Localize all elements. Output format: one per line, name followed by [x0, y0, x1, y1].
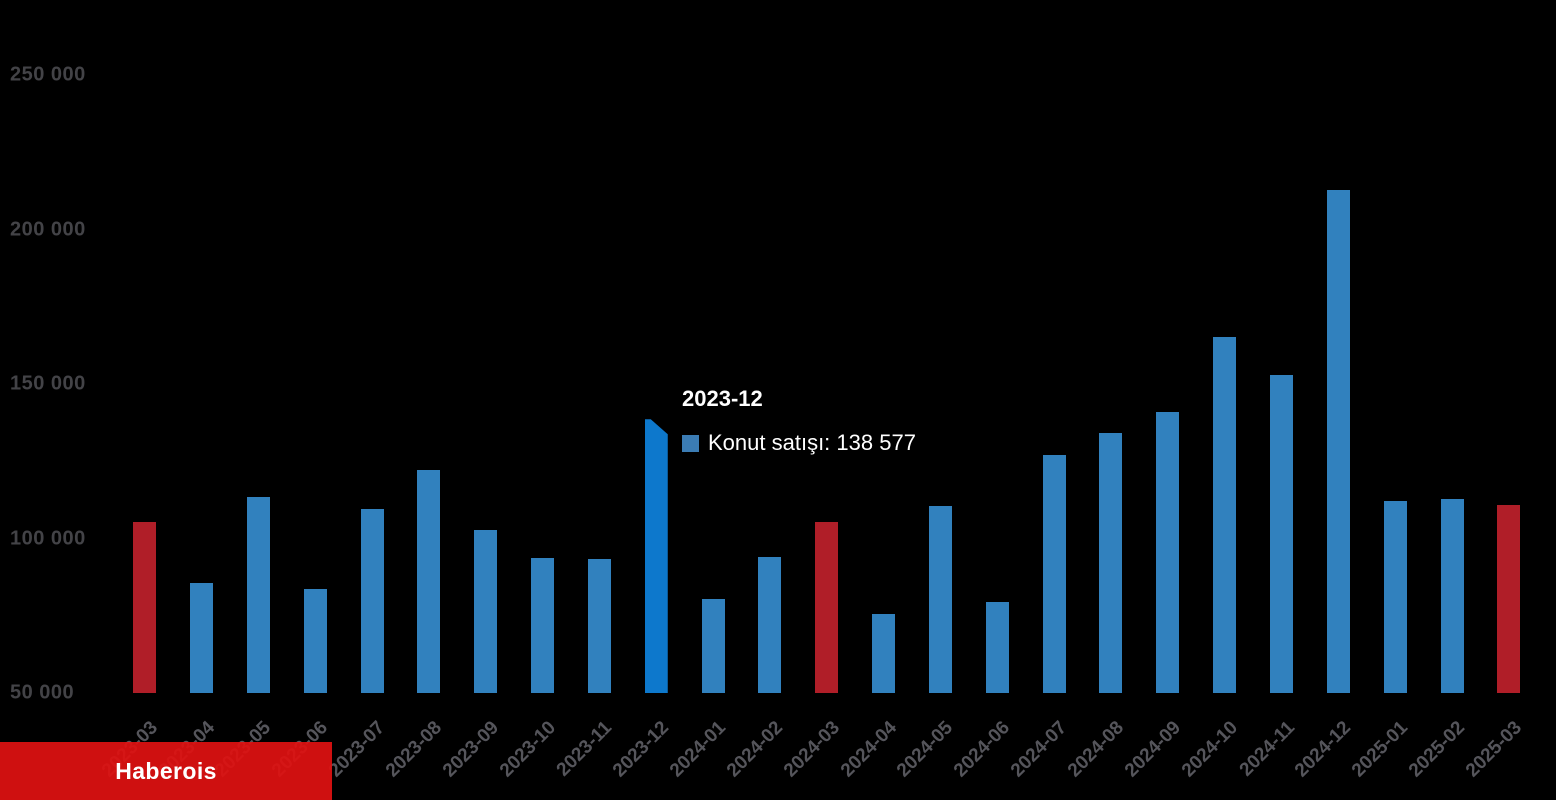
bar-2024-03[interactable] [815, 521, 839, 693]
tooltip: 2023-12 Konut satışı: 138 577 [682, 386, 916, 456]
bar-2023-08[interactable] [417, 470, 441, 693]
y-axis-tick-label: 100 000 [10, 527, 86, 549]
y-axis-tick-label: 50 000 [10, 681, 75, 704]
bar-2024-12[interactable] [1326, 190, 1350, 693]
bar-2024-05[interactable] [928, 505, 952, 693]
series-swatch-icon [682, 434, 699, 452]
bar-2024-04[interactable] [872, 613, 896, 693]
bar-2023-05[interactable] [246, 496, 270, 693]
bar-2024-07[interactable] [1042, 454, 1066, 693]
bar-2024-01[interactable] [701, 599, 725, 693]
bar-2023-12[interactable] [644, 419, 668, 693]
tooltip-title: 2023-12 [682, 386, 763, 411]
bar-2024-09[interactable] [1156, 412, 1180, 693]
bar-2023-06[interactable] [303, 589, 327, 693]
y-axis-tick-label: 150 000 [10, 372, 86, 395]
bar-2025-02[interactable] [1440, 498, 1464, 693]
bar-2023-09[interactable] [474, 530, 498, 693]
bar-2024-10[interactable] [1213, 337, 1237, 693]
brand-banner: Haberois [0, 742, 332, 800]
bar-2024-02[interactable] [758, 557, 782, 693]
bar-2024-06[interactable] [985, 602, 1009, 693]
tooltip-row: Konut satışı: 138 577 [682, 430, 916, 456]
bar-2023-10[interactable] [531, 557, 555, 693]
bar-2024-08[interactable] [1099, 432, 1123, 693]
bar-2023-03[interactable] [133, 521, 157, 693]
y-axis-tick-label: 200 000 [10, 218, 86, 240]
bar-2025-01[interactable] [1383, 500, 1407, 693]
brand-label: Haberois [115, 757, 217, 784]
y-axis-tick-label: 250 000 [10, 63, 86, 86]
bar-2023-07[interactable] [360, 508, 384, 693]
bar-2024-11[interactable] [1270, 374, 1293, 693]
bar-2023-04[interactable] [190, 582, 214, 693]
bar-2025-03[interactable] [1497, 505, 1521, 693]
tooltip-body: Konut satışı: 138 577 [708, 430, 916, 455]
bar-2023-11[interactable] [587, 558, 611, 693]
